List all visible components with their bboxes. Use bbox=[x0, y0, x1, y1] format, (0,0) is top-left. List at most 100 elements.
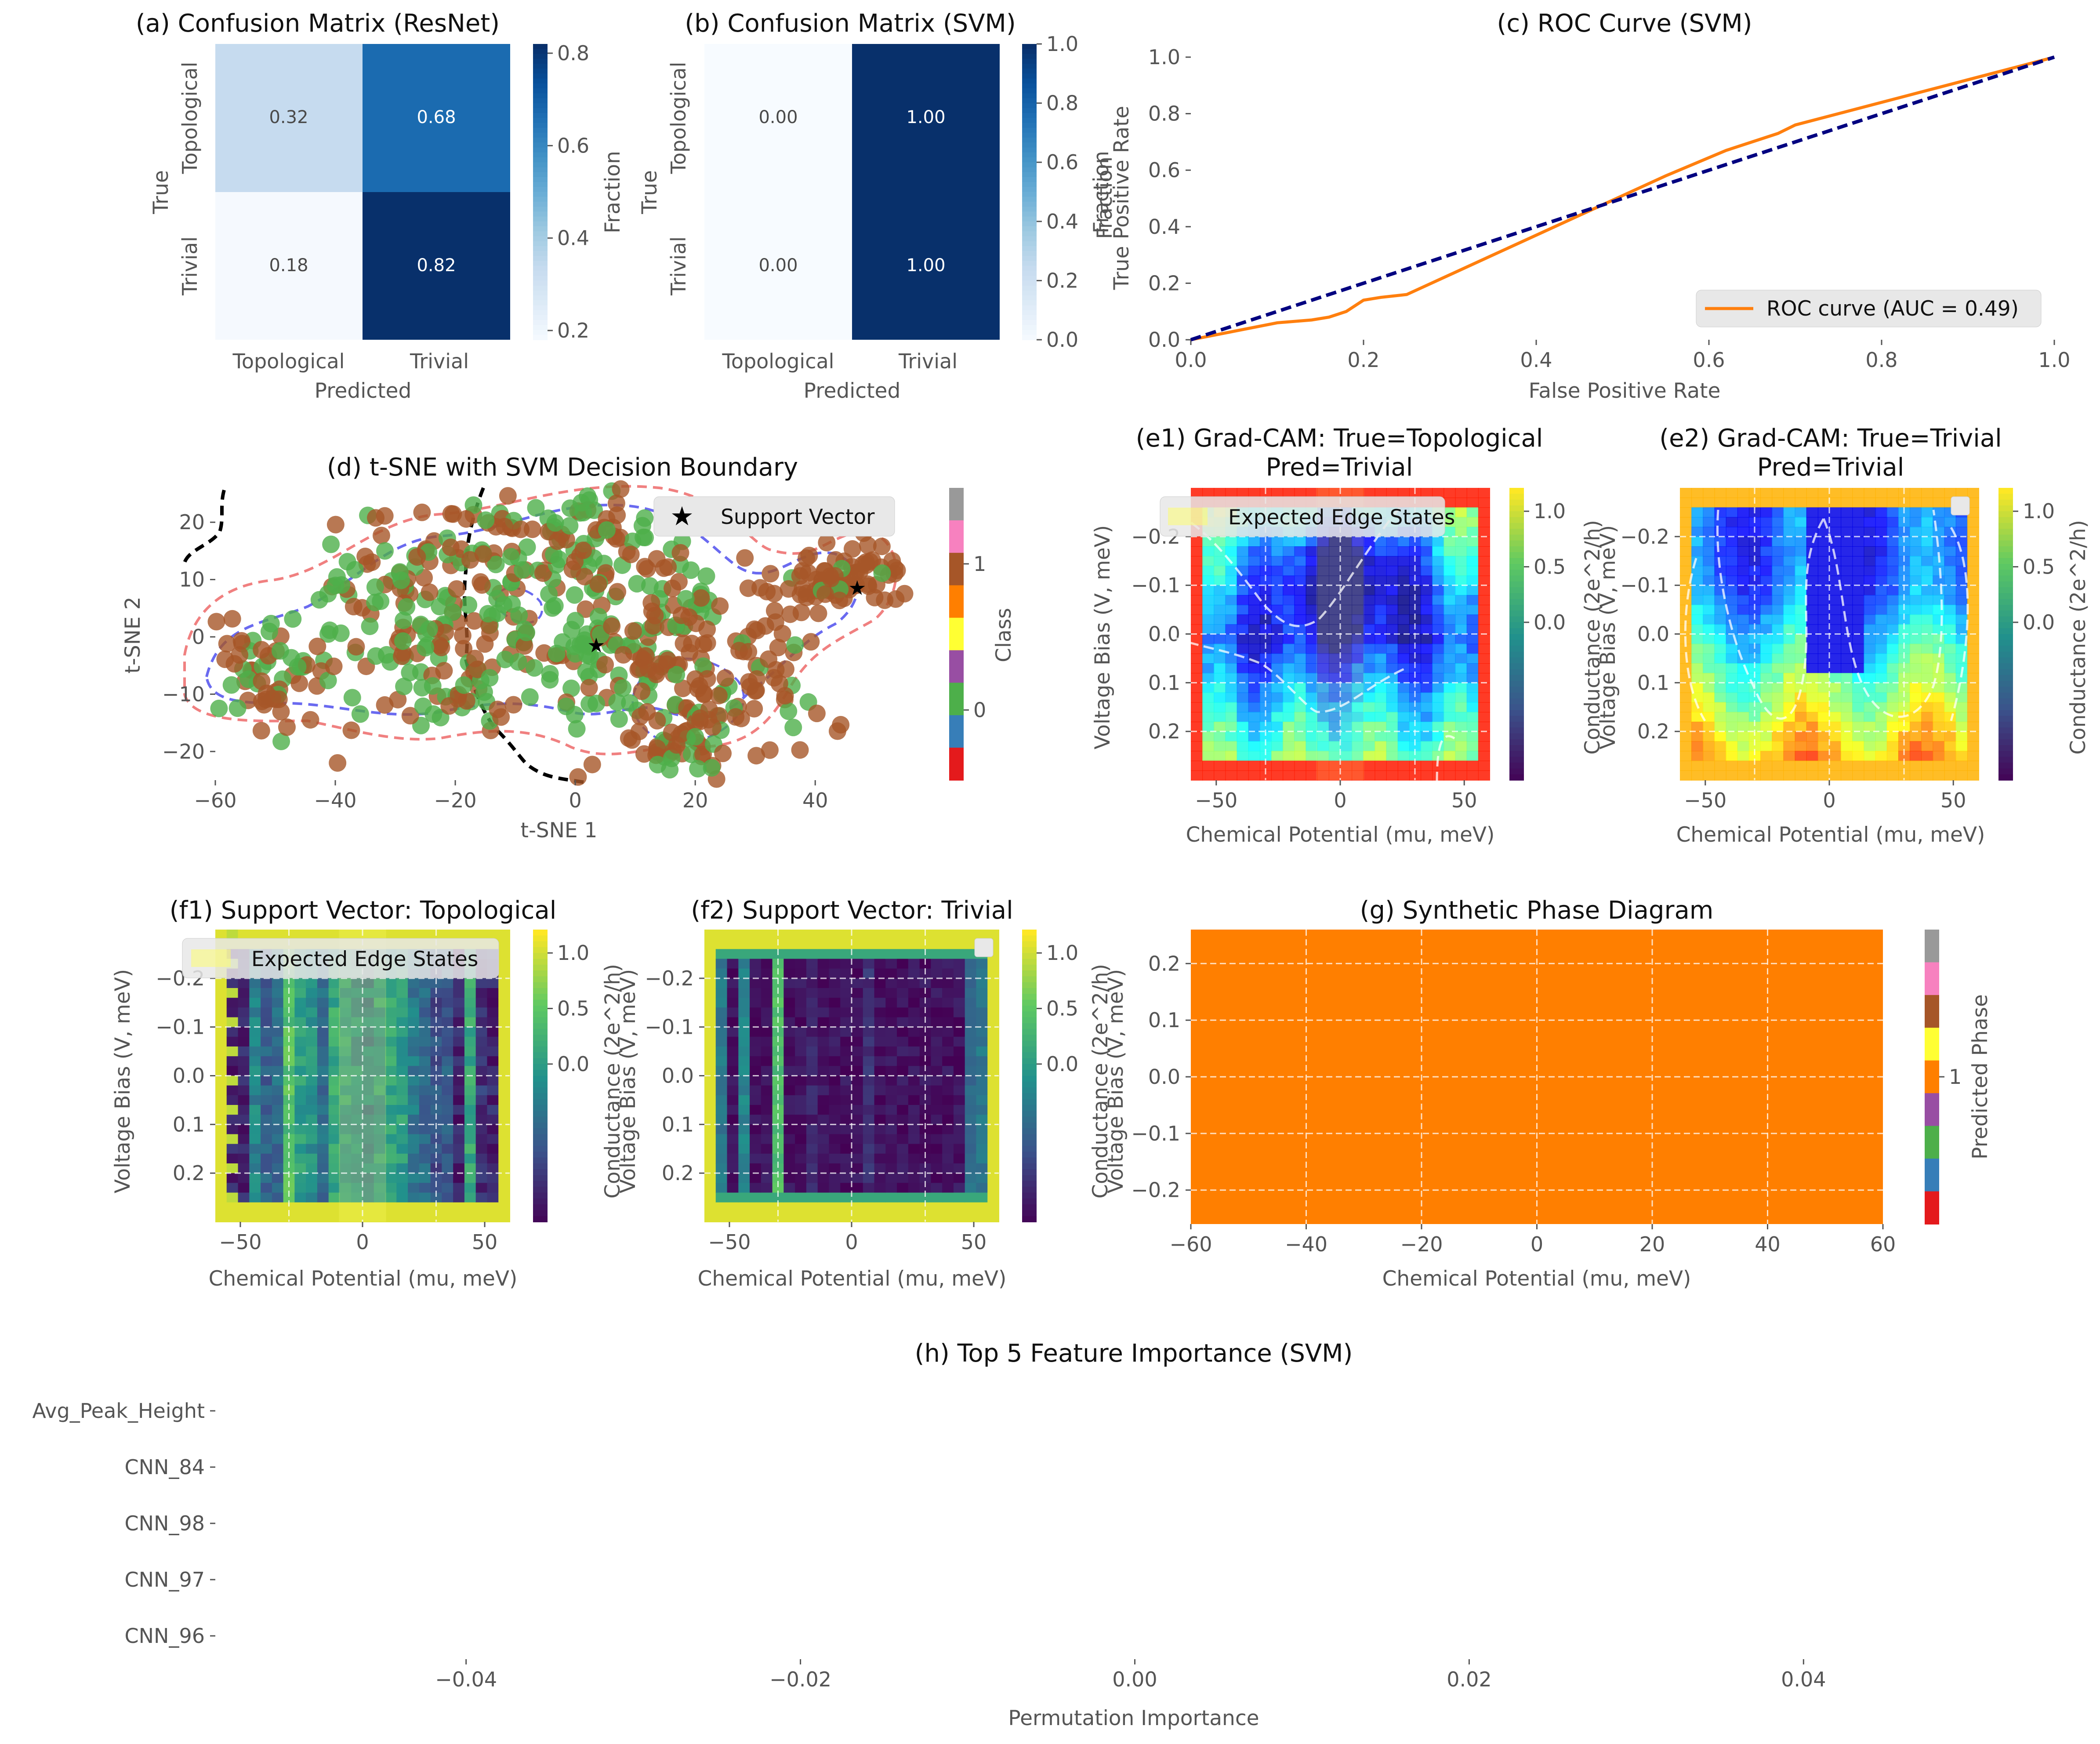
tsne-point bbox=[587, 694, 605, 712]
heatmap-cell bbox=[852, 1144, 863, 1154]
heatmap-cell bbox=[976, 1036, 988, 1047]
heatmap-cell bbox=[1375, 585, 1387, 596]
tsne-legend-box bbox=[653, 496, 895, 537]
colorbar-step bbox=[1998, 523, 2013, 530]
heatmap-cell bbox=[1737, 741, 1749, 752]
colorbar-step bbox=[1509, 570, 1524, 576]
heatmap-cell bbox=[1760, 624, 1773, 635]
heatmap-cell bbox=[1864, 488, 1876, 498]
heatmap-cell bbox=[464, 1027, 476, 1037]
heatmap-cell bbox=[1444, 507, 1456, 518]
heatmap-cell bbox=[897, 1105, 909, 1115]
heatmap-cell bbox=[1352, 624, 1364, 635]
colorbar-step bbox=[1022, 1005, 1037, 1012]
heatmap-cell bbox=[328, 1183, 341, 1193]
tsne-point bbox=[692, 589, 710, 607]
heatmap-cell bbox=[1944, 683, 1956, 693]
phase-swatch bbox=[1925, 1191, 1939, 1224]
heatmap-cell bbox=[852, 1115, 863, 1125]
heatmap-cell bbox=[1680, 585, 1692, 596]
heatmap-cell bbox=[1328, 566, 1341, 576]
heatmap-cell bbox=[317, 1046, 329, 1057]
heatmap-cell bbox=[475, 1134, 488, 1144]
heatmap-cell bbox=[283, 1124, 295, 1135]
heatmap-cell bbox=[498, 968, 510, 979]
heatmap-cell bbox=[1283, 653, 1295, 664]
heatmap-cell bbox=[885, 1153, 898, 1164]
panel-c-title: (c) ROC Curve (SVM) bbox=[1497, 9, 1752, 38]
heatmap-cell bbox=[1340, 653, 1353, 664]
colorbar-step bbox=[533, 118, 548, 124]
heatmap-cell bbox=[874, 930, 886, 940]
heatmap-cell bbox=[874, 1017, 886, 1028]
heatmap-cell bbox=[1921, 546, 1933, 557]
tsne-point bbox=[550, 550, 568, 568]
heatmap-cell bbox=[1726, 527, 1738, 537]
heatmap-cell bbox=[1363, 575, 1375, 586]
heatmap-cell bbox=[942, 1202, 954, 1213]
colorbar-step bbox=[1022, 211, 1037, 217]
heatmap-cell bbox=[1910, 517, 1922, 527]
heatmap-cell bbox=[795, 1056, 807, 1067]
heatmap-cell bbox=[885, 998, 898, 1008]
heatmap-cell bbox=[852, 1095, 863, 1105]
heatmap-cell bbox=[1829, 722, 1842, 732]
heatmap-cell bbox=[1444, 498, 1456, 508]
heatmap-cell bbox=[1363, 643, 1375, 654]
heatmap-cell bbox=[419, 1056, 431, 1067]
colorbar-tick-label: 0.5 bbox=[557, 997, 589, 1021]
heatmap-cell bbox=[704, 1202, 716, 1213]
heatmap-cell bbox=[1806, 575, 1818, 586]
heatmap-cell bbox=[1352, 643, 1364, 654]
heatmap-cell bbox=[1691, 692, 1704, 703]
heatmap-cell bbox=[1409, 741, 1422, 752]
heatmap-cell bbox=[1944, 585, 1956, 596]
heatmap-cell bbox=[738, 1202, 751, 1213]
heatmap-cell bbox=[328, 1202, 341, 1213]
heatmap-cell bbox=[1680, 556, 1692, 567]
heatmap-cell bbox=[987, 1144, 999, 1154]
colorbar-step bbox=[1998, 552, 2013, 559]
tsne-point bbox=[347, 638, 365, 656]
heatmap-cell bbox=[1829, 741, 1842, 752]
heatmap-cell bbox=[987, 978, 999, 988]
a-ytick-0: Topological bbox=[178, 62, 202, 174]
heatmap-cell bbox=[795, 1066, 807, 1076]
heatmap-cell bbox=[1864, 527, 1876, 537]
heatmap-cell bbox=[1841, 605, 1853, 615]
heatmap-cell bbox=[1841, 692, 1853, 703]
colorbar-tick-label: 0.0 bbox=[1046, 328, 1078, 352]
heatmap-cell bbox=[351, 1115, 363, 1125]
colorbar-e2: 1.00.50.0 bbox=[1998, 488, 2055, 781]
heatmap-cell bbox=[475, 1202, 488, 1213]
heatmap-cell bbox=[1806, 507, 1818, 518]
heatmap-cell bbox=[1455, 595, 1467, 605]
colorbar-step bbox=[1022, 1128, 1037, 1135]
heatmap-cell bbox=[1806, 751, 1818, 761]
colorbar-step bbox=[1509, 575, 1524, 582]
heatmap-cell bbox=[761, 1153, 773, 1164]
ytick-label: 0.2 bbox=[1148, 952, 1180, 975]
colorbar-step bbox=[1022, 44, 1037, 50]
heatmap-cell bbox=[931, 939, 943, 950]
heatmap-cell bbox=[829, 1046, 841, 1057]
heatmap-cell bbox=[1967, 605, 1979, 615]
heatmap-cell bbox=[795, 1046, 807, 1057]
heatmap-cell bbox=[1283, 575, 1295, 586]
heatmap-cell bbox=[1864, 643, 1876, 654]
heatmap-cell bbox=[351, 1046, 363, 1057]
heatmap-cell bbox=[1397, 770, 1410, 781]
heatmap-cell bbox=[1340, 683, 1353, 693]
heatmap-cell bbox=[1910, 507, 1922, 518]
heatmap-cell bbox=[1202, 624, 1215, 635]
heatmap-cell bbox=[806, 1124, 818, 1135]
heatmap-cell bbox=[272, 1085, 284, 1096]
heatmap-cell bbox=[817, 1056, 830, 1067]
heatmap-cell bbox=[1432, 566, 1444, 576]
heatmap-cell bbox=[261, 1212, 272, 1222]
heatmap-cell bbox=[852, 1036, 863, 1047]
heatmap-cell bbox=[1306, 536, 1318, 547]
heatmap-cell bbox=[464, 988, 476, 999]
colorbar-step bbox=[533, 305, 548, 311]
heatmap-cell bbox=[1294, 634, 1306, 644]
